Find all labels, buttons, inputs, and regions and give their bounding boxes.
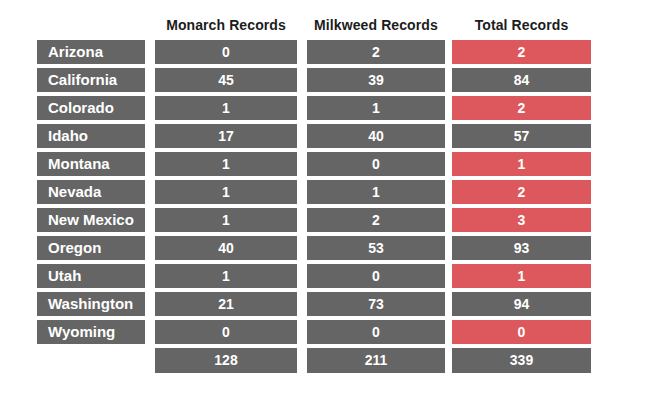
state-name-cell: Utah [37, 264, 145, 288]
milkweed-count-cell: 0 [307, 320, 445, 344]
monarch-count-cell: 1 [155, 180, 297, 204]
table-row-nevada: Nevada 1 1 2 [37, 180, 591, 204]
table-row-idaho: Idaho 17 40 57 [37, 124, 591, 148]
monarch-count-cell: 0 [155, 40, 297, 64]
milkweed-count-cell: 2 [307, 208, 445, 232]
table-header-row: Monarch Records Milkweed Records Total R… [37, 10, 591, 40]
state-name-cell: California [37, 68, 145, 92]
state-name-cell: Idaho [37, 124, 145, 148]
total-count-cell: 1 [452, 264, 591, 288]
monarch-count-cell: 0 [155, 320, 297, 344]
state-name-cell: Arizona [37, 40, 145, 64]
table-totals-row: 128 211 339 [37, 348, 591, 373]
state-name-cell: Washington [37, 292, 145, 316]
monarch-count-cell: 1 [155, 96, 297, 120]
records-table: Monarch Records Milkweed Records Total R… [37, 10, 591, 377]
state-name-cell: Montana [37, 152, 145, 176]
monarch-count-cell: 1 [155, 208, 297, 232]
total-count-cell: 2 [452, 96, 591, 120]
milkweed-count-cell: 0 [307, 152, 445, 176]
table-row-new-mexico: New Mexico 1 2 3 [37, 208, 591, 232]
table-row-california: California 45 39 84 [37, 68, 591, 92]
table-row-colorado: Colorado 1 1 2 [37, 96, 591, 120]
page: { "table": { "columns": ["Monarch Record… [0, 0, 650, 400]
monarch-count-cell: 17 [155, 124, 297, 148]
table-row-utah: Utah 1 0 1 [37, 264, 591, 288]
total-count-cell: 2 [452, 40, 591, 64]
table-row-wyoming: Wyoming 0 0 0 [37, 320, 591, 344]
table-row-arizona: Arizona 0 2 2 [37, 40, 591, 64]
monarch-count-cell: 1 [155, 264, 297, 288]
state-name-cell: Oregon [37, 236, 145, 260]
table-row-oregon: Oregon 40 53 93 [37, 236, 591, 260]
milkweed-total-cell: 211 [307, 348, 445, 373]
milkweed-count-cell: 39 [307, 68, 445, 92]
milkweed-count-cell: 2 [307, 40, 445, 64]
total-count-cell: 94 [452, 292, 591, 316]
total-count-cell: 57 [452, 124, 591, 148]
total-count-cell: 1 [452, 152, 591, 176]
total-count-cell: 84 [452, 68, 591, 92]
column-header-total-records: Total Records [452, 17, 591, 33]
monarch-count-cell: 1 [155, 152, 297, 176]
column-header-monarch-records: Monarch Records [155, 17, 297, 33]
monarch-count-cell: 40 [155, 236, 297, 260]
total-count-cell: 3 [452, 208, 591, 232]
state-name-cell: Colorado [37, 96, 145, 120]
total-count-cell: 2 [452, 180, 591, 204]
monarch-total-cell: 128 [155, 348, 297, 373]
total-count-cell: 0 [452, 320, 591, 344]
grand-total-cell: 339 [452, 348, 591, 373]
monarch-count-cell: 45 [155, 68, 297, 92]
state-name-cell: Nevada [37, 180, 145, 204]
column-header-milkweed-records: Milkweed Records [307, 17, 445, 33]
milkweed-count-cell: 40 [307, 124, 445, 148]
state-name-cell: New Mexico [37, 208, 145, 232]
state-name-cell: Wyoming [37, 320, 145, 344]
milkweed-count-cell: 0 [307, 264, 445, 288]
table-row-montana: Montana 1 0 1 [37, 152, 591, 176]
milkweed-count-cell: 1 [307, 96, 445, 120]
milkweed-count-cell: 53 [307, 236, 445, 260]
table-row-washington: Washington 21 73 94 [37, 292, 591, 316]
milkweed-count-cell: 1 [307, 180, 445, 204]
monarch-count-cell: 21 [155, 292, 297, 316]
total-count-cell: 93 [452, 236, 591, 260]
totals-row-spacer [37, 348, 145, 373]
milkweed-count-cell: 73 [307, 292, 445, 316]
